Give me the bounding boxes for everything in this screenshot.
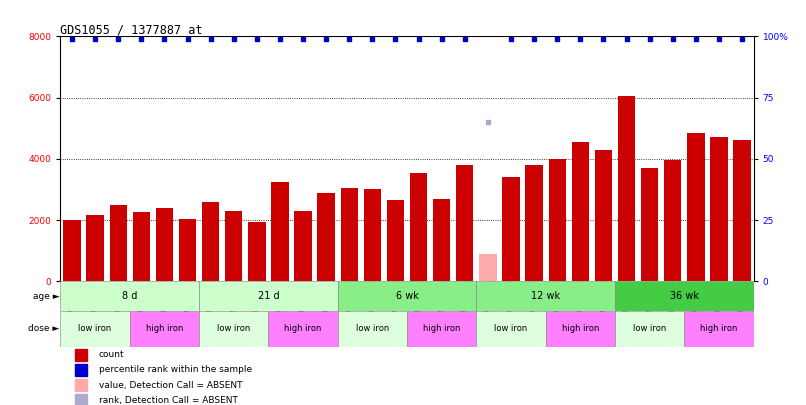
Bar (615, 281, 754, 311)
Text: low iron: low iron (78, 324, 112, 333)
Text: percentile rank within the sample: percentile rank within the sample (98, 365, 251, 375)
Bar (684, 311, 754, 347)
Bar (664, 160, 681, 281)
Bar (571, 142, 589, 281)
Text: dose ►: dose ► (28, 324, 60, 333)
Bar (387, 200, 404, 281)
Bar (64, 220, 81, 281)
Text: value, Detection Call = ABSENT: value, Detection Call = ABSENT (98, 381, 242, 390)
Text: low iron: low iron (633, 324, 667, 333)
Bar (199, 281, 338, 311)
Text: high iron: high iron (562, 324, 599, 333)
Bar (130, 311, 199, 347)
Bar (60, 311, 130, 347)
Bar (225, 211, 243, 281)
Text: 12 wk: 12 wk (531, 291, 560, 301)
Bar (294, 211, 312, 281)
Bar (688, 133, 704, 281)
Bar (618, 96, 635, 281)
Text: 36 wk: 36 wk (670, 291, 699, 301)
Bar (338, 311, 407, 347)
Text: rank, Detection Call = ABSENT: rank, Detection Call = ABSENT (98, 396, 238, 405)
Bar (733, 141, 750, 281)
Bar (86, 215, 104, 281)
Bar (156, 208, 173, 281)
Bar (526, 165, 542, 281)
Bar (476, 311, 546, 347)
Text: high iron: high iron (285, 324, 322, 333)
Text: GDS1055 / 1377887_at: GDS1055 / 1377887_at (60, 23, 203, 36)
Bar (615, 311, 684, 347)
Bar (341, 188, 358, 281)
Bar (338, 281, 476, 311)
Bar (456, 165, 473, 281)
Text: low iron: low iron (494, 324, 528, 333)
Bar (248, 222, 265, 281)
Text: 6 wk: 6 wk (396, 291, 418, 301)
Text: 21 d: 21 d (258, 291, 279, 301)
Bar (476, 281, 615, 311)
Bar (133, 212, 150, 281)
Bar (546, 311, 615, 347)
Text: low iron: low iron (355, 324, 389, 333)
Bar (407, 311, 476, 347)
Bar (710, 137, 728, 281)
Bar (110, 205, 127, 281)
Text: high iron: high iron (423, 324, 460, 333)
Bar (410, 173, 427, 281)
Text: high iron: high iron (146, 324, 183, 333)
Bar (272, 182, 289, 281)
Bar (202, 202, 219, 281)
Bar (318, 192, 334, 281)
Bar (433, 198, 451, 281)
Bar (549, 159, 566, 281)
Bar (480, 254, 496, 281)
Text: high iron: high iron (700, 324, 737, 333)
Text: low iron: low iron (217, 324, 251, 333)
Bar (641, 168, 659, 281)
Bar (179, 219, 196, 281)
Bar (268, 311, 338, 347)
Bar (364, 190, 381, 281)
Text: age ►: age ► (33, 292, 60, 301)
Bar (199, 311, 268, 347)
Text: count: count (98, 350, 124, 359)
Bar (595, 150, 612, 281)
Bar (502, 177, 520, 281)
Text: 8 d: 8 d (122, 291, 138, 301)
Bar (60, 281, 199, 311)
